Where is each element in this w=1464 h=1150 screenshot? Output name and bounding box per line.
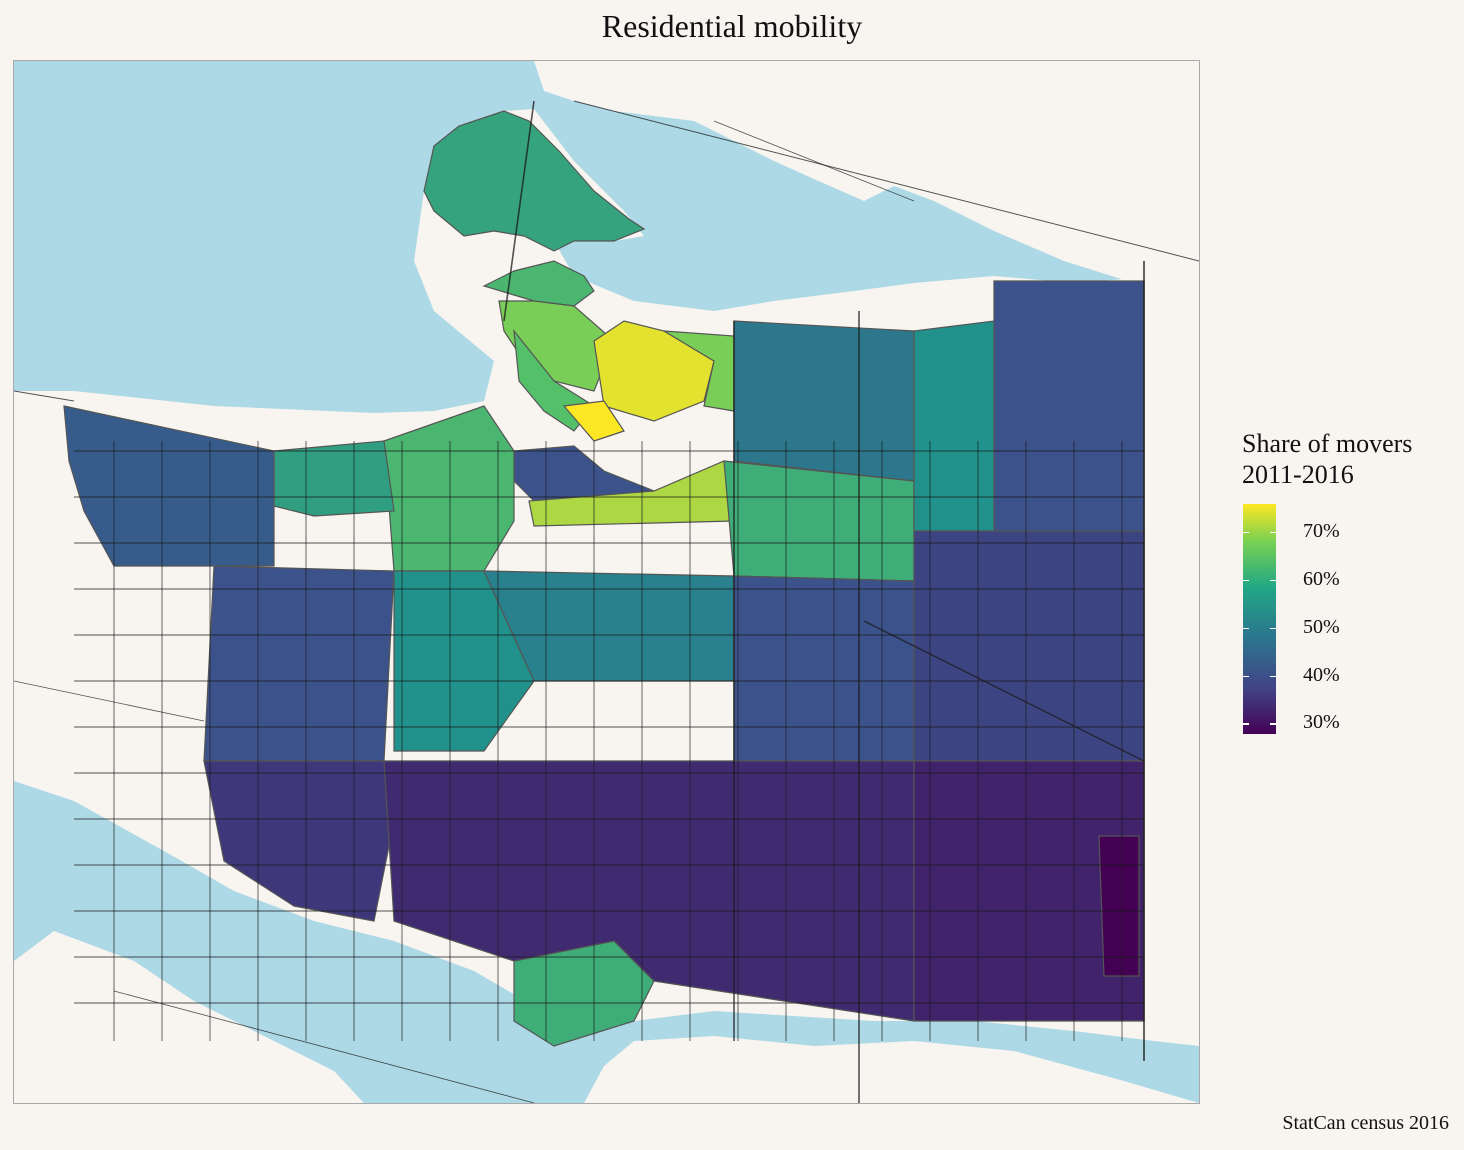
legend-colorbar	[1243, 504, 1276, 734]
tract-strathcona	[733, 320, 915, 482]
legend-label-50: 50%	[1303, 615, 1340, 638]
road-ubc-2	[14, 680, 205, 722]
legend-title-line-1: Share of movers	[1242, 429, 1413, 458]
legend-tick-70	[1243, 523, 1276, 543]
vancouver-map	[14, 61, 1199, 1103]
tract-stanley-park	[423, 110, 646, 252]
map-title: Residential mobility	[601, 8, 863, 44]
legend-label-40: 40%	[1303, 663, 1340, 686]
fraser-river	[14, 781, 1199, 1103]
legend-label-60: 60%	[1303, 567, 1340, 590]
legend-tick-60	[1243, 571, 1276, 591]
tract-gastown	[663, 330, 735, 412]
sea-island-land	[14, 931, 364, 1103]
census-tracts	[63, 110, 1145, 1047]
source-caption: StatCan census 2016	[1282, 1112, 1449, 1134]
tract-mount-pleasant	[723, 460, 915, 582]
tract-champlain-heights	[1098, 835, 1140, 977]
tract-kensington	[733, 575, 915, 762]
legend-tick-40	[1243, 667, 1276, 687]
tract-dunbar	[203, 565, 395, 762]
road-network	[14, 100, 1199, 1103]
tract-arbutus	[393, 570, 535, 752]
north-shore-land	[534, 61, 1199, 283]
tract-yaletown	[562, 400, 625, 442]
legend-body: 70% 60% 50% 40% 30%	[1242, 504, 1452, 736]
tract-renfrew	[913, 530, 1145, 762]
legend-label-30: 30%	[1303, 711, 1340, 734]
causeway	[503, 100, 535, 322]
legend-title-line-2: 2011-2016	[1242, 460, 1354, 489]
road-ubc	[14, 390, 75, 402]
skytrain-line	[863, 620, 1145, 762]
tract-west-end-north	[498, 300, 615, 392]
color-legend: Share of movers 2011-2016 70% 60% 50% 40…	[1242, 428, 1452, 736]
road-north-shore	[573, 100, 1199, 262]
legend-label-70: 70%	[1303, 519, 1340, 542]
map-panel[interactable]	[13, 60, 1200, 1104]
tract-kitsilano-north	[273, 440, 395, 517]
road-sea-island	[113, 990, 535, 1103]
tract-grandview	[913, 320, 995, 532]
road-north-shore-2	[713, 120, 915, 202]
legend-tick-30	[1243, 714, 1276, 734]
tract-victoria-fraserview	[383, 760, 915, 1022]
legend-tick-50	[1243, 619, 1276, 639]
legend-title: Share of movers 2011-2016	[1242, 428, 1452, 490]
